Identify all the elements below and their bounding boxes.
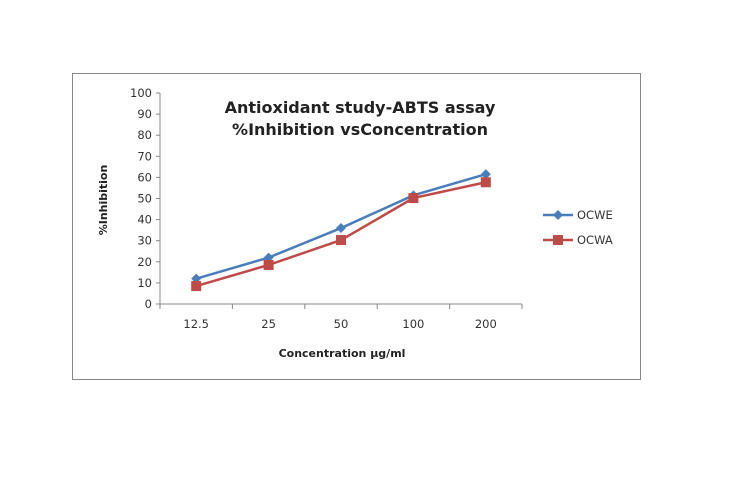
y-tick-label: 90 — [137, 107, 152, 121]
y-tick-label: 10 — [137, 276, 152, 290]
legend-label-ocwe: OCWE — [577, 208, 613, 222]
legend-marker-ocwa — [553, 235, 563, 245]
chart-frame — [72, 73, 641, 380]
y-tick-label: 60 — [137, 170, 152, 184]
x-tick-label: 12.5 — [183, 317, 209, 331]
data-point-ocwa — [336, 235, 346, 246]
x-tick-label: 25 — [261, 317, 276, 331]
x-tick-label: 50 — [334, 317, 349, 331]
y-tick-label: 100 — [130, 86, 152, 100]
y-tick-label: 40 — [137, 213, 152, 227]
data-point-ocwa — [408, 193, 419, 204]
data-point-ocwe — [480, 169, 491, 180]
y-tick-label: 0 — [145, 297, 152, 311]
series-line-ocwa — [195, 181, 487, 288]
y-tick-label: 80 — [137, 128, 152, 142]
x-tick-label: 200 — [475, 317, 497, 331]
x-axis-label: Concentration µg/ml — [279, 347, 406, 360]
data-point-ocwa — [480, 177, 491, 188]
y-tick-label: 50 — [137, 192, 152, 206]
y-tick-label: 20 — [137, 255, 152, 269]
chart-title-line-1: Antioxidant study-ABTS assay — [225, 98, 496, 117]
x-tick-label: 100 — [402, 317, 424, 331]
legend-label-ocwa: OCWA — [577, 233, 613, 247]
y-tick-label: 30 — [137, 234, 152, 248]
data-point-ocwe — [336, 223, 346, 234]
chart-title-line-2: %Inhibition vsConcentration — [232, 120, 488, 139]
data-point-ocwa — [263, 259, 274, 270]
data-point-ocwa — [191, 281, 202, 292]
legend-marker-ocwe — [553, 210, 563, 220]
y-axis-label: %Inhibition — [97, 165, 110, 236]
y-tick-label: 70 — [137, 149, 152, 163]
